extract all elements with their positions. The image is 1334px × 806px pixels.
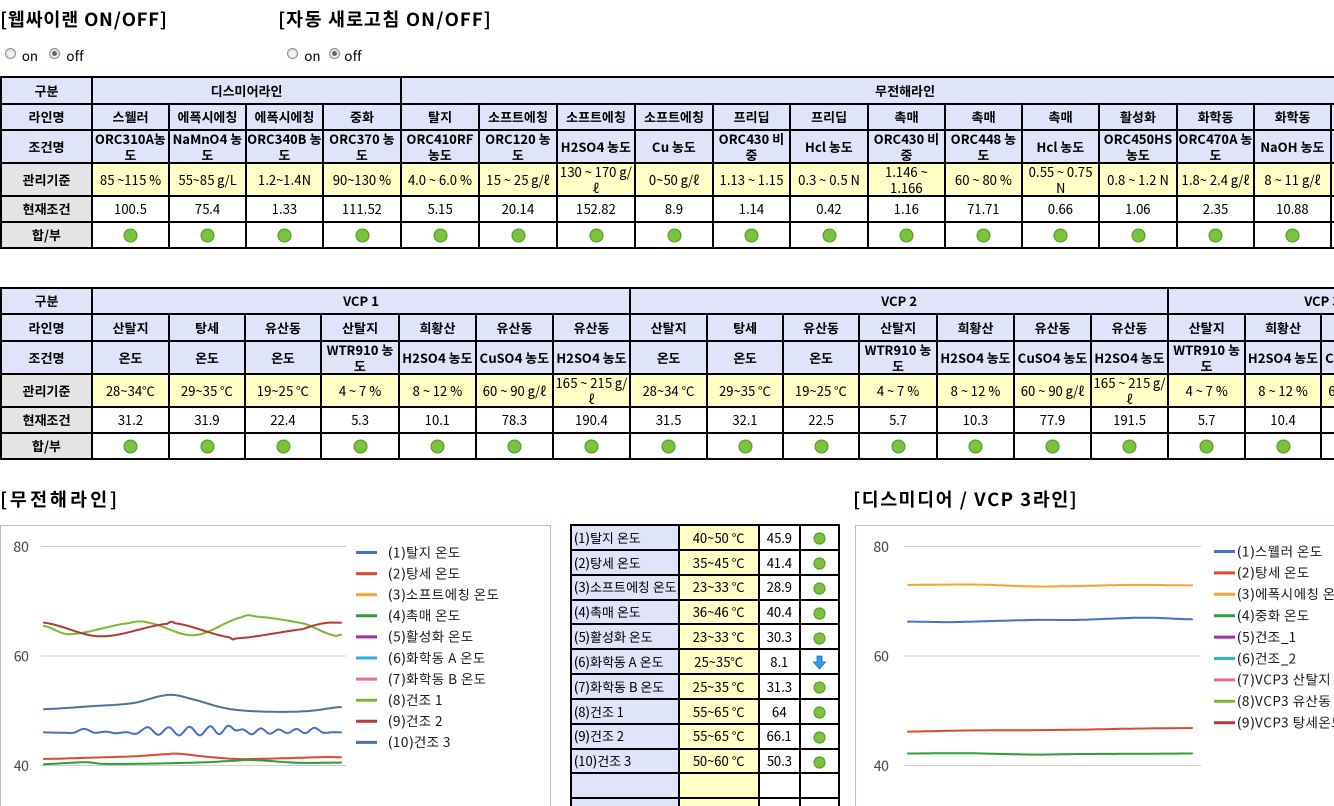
svg-text:(2)탕세 온도: (2)탕세 온도 bbox=[388, 562, 461, 582]
svg-text:(8)건조 1: (8)건조 1 bbox=[388, 689, 443, 709]
svg-text:80: 80 bbox=[873, 537, 889, 557]
svg-text:(4)촉매 온도: (4)촉매 온도 bbox=[388, 605, 461, 625]
svg-text:40: 40 bbox=[873, 756, 889, 776]
svg-text:(1)탈지 온도: (1)탈지 온도 bbox=[388, 541, 461, 561]
svg-text:60: 60 bbox=[13, 646, 29, 666]
svg-text:(3)에폭시에칭 온도: (3)에폭시에칭 온도 bbox=[1237, 583, 1334, 603]
svg-text:(8)VCP3 유산동 온도: (8)VCP3 유산동 온도 bbox=[1237, 690, 1334, 710]
svg-text:(10)건조 3: (10)건조 3 bbox=[388, 731, 451, 751]
svg-text:(1)스웰러 온도: (1)스웰러 온도 bbox=[1237, 540, 1323, 560]
svg-text:(9)건조 2: (9)건조 2 bbox=[388, 710, 443, 730]
svg-text:(5)활성화 온도: (5)활성화 온도 bbox=[388, 626, 474, 646]
svg-text:(7)화학동 B 온도: (7)화학동 B 온도 bbox=[388, 668, 487, 688]
svg-text:(3)소프트에칭 온도: (3)소프트에칭 온도 bbox=[388, 584, 500, 604]
svg-text:(9)VCP3 탕세온도: (9)VCP3 탕세온도 bbox=[1237, 712, 1334, 732]
svg-text:40: 40 bbox=[13, 756, 29, 776]
svg-text:(7)VCP3 산탈지 온도: (7)VCP3 산탈지 온도 bbox=[1237, 669, 1334, 689]
svg-text:(6)화학동 A 온도: (6)화학동 A 온도 bbox=[388, 647, 486, 667]
svg-text:60: 60 bbox=[873, 646, 889, 666]
svg-text:(5)건조_1: (5)건조_1 bbox=[1237, 626, 1297, 646]
svg-text:(6)건조_2: (6)건조_2 bbox=[1237, 647, 1297, 667]
svg-text:(4)중화 온도: (4)중화 온도 bbox=[1237, 605, 1310, 625]
svg-text:(2)탕세 온도: (2)탕세 온도 bbox=[1237, 562, 1310, 582]
svg-text:80: 80 bbox=[13, 537, 29, 557]
